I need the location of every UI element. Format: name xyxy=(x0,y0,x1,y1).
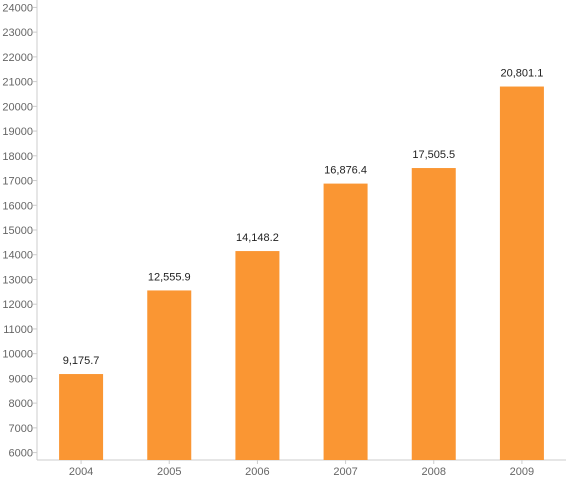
bar-2008 xyxy=(411,168,456,461)
y-tick-label: 23000 xyxy=(2,27,33,39)
y-tick-label: 16000 xyxy=(2,200,33,212)
data-label: 9,175.7 xyxy=(63,355,100,367)
bar-2004 xyxy=(59,374,104,460)
y-tick-label: 9000 xyxy=(9,373,33,385)
data-label: 16,876.4 xyxy=(324,165,367,177)
x-tick-label: 2007 xyxy=(333,466,357,478)
y-tick-label: 11000 xyxy=(3,324,33,336)
y-tick-label: 10000 xyxy=(2,349,33,361)
bar-2007 xyxy=(323,183,368,460)
data-label: 17,505.5 xyxy=(412,149,455,161)
bar-2006 xyxy=(235,251,280,460)
x-tick-label: 2006 xyxy=(245,466,269,478)
x-tick-label: 2008 xyxy=(422,466,446,478)
y-tick-label: 8000 xyxy=(9,398,33,410)
y-tick-label: 14000 xyxy=(2,250,33,262)
data-label: 12,555.9 xyxy=(148,271,191,283)
y-tick-label: 21000 xyxy=(2,77,33,89)
y-tick-label: 22000 xyxy=(2,52,33,64)
x-tick-label: 2004 xyxy=(69,466,93,478)
data-label: 14,148.2 xyxy=(236,232,279,244)
y-tick-label: 19000 xyxy=(2,126,33,138)
y-tick-label: 15000 xyxy=(2,225,33,237)
data-label: 20,801.1 xyxy=(501,68,544,80)
y-axis: 6000 7000 8000 9000 10000 11000 12000 13000 1400… xyxy=(2,0,38,460)
y-tick-label: 6000 xyxy=(9,448,33,460)
y-tick-label: 18000 xyxy=(2,151,33,163)
bars xyxy=(59,86,544,461)
bar-2005 xyxy=(147,290,192,460)
y-tick-label: 13000 xyxy=(2,274,33,286)
x-tick-label: 2009 xyxy=(510,466,534,478)
x-axis: 2004 2005 2006 2007 2008 2009 xyxy=(37,459,566,478)
bar-2009 xyxy=(499,86,544,461)
y-tick-label: 7000 xyxy=(9,423,33,435)
data-labels: 9,175.7 12,555.9 14,148.2 16,876.4 17,505.5 2… xyxy=(63,68,544,368)
y-tick-label: 24000 xyxy=(2,2,33,14)
y-tick-label: 20000 xyxy=(2,101,33,113)
x-tick-label: 2005 xyxy=(157,466,181,478)
y-tick-label: 12000 xyxy=(2,299,33,311)
y-tick-label: 17000 xyxy=(2,176,33,188)
